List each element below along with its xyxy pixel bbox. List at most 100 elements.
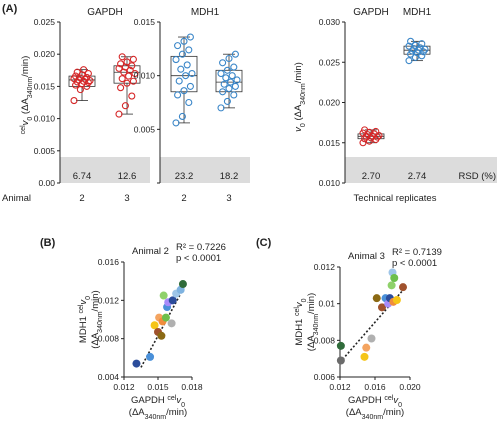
a1-gapdh-animal3-point xyxy=(115,64,123,72)
c-point xyxy=(392,296,401,304)
c-point xyxy=(387,281,396,290)
a1-y-label-part: (ΔA xyxy=(20,98,31,117)
a1-gapdh-xlabel-2: 2 xyxy=(79,193,84,204)
a2-x-axis-title: Technical replicates xyxy=(354,193,437,204)
a1-mdh1-animal2-point xyxy=(183,61,191,69)
a1-gapdh-animal3-point xyxy=(129,55,137,63)
a2-y-label-part: v xyxy=(293,126,304,132)
a2-y-tick-label: 0.015 xyxy=(319,138,341,148)
a1-mdh1-animal3-point xyxy=(222,74,230,82)
a1-y-label-part: cel xyxy=(20,125,27,134)
a1-mdh1-animal2-point xyxy=(185,98,193,107)
a1-gapdh-animal3-point xyxy=(118,53,126,61)
a1-gapdh-xlabel-3: 3 xyxy=(124,193,129,204)
a1-y-label-part: 0 xyxy=(27,117,34,121)
a1-y-label: celv0 (ΔA340nm/min) xyxy=(20,56,34,135)
b-y-tick-label: 0.016 xyxy=(98,257,120,267)
a1-mdh1-animal3-point xyxy=(217,104,225,112)
a1-gapdh-rsd-3: 12.6 xyxy=(118,171,137,182)
a1-gapdh-y-tick-label: 0.00 xyxy=(38,178,55,188)
a1-gapdh-animal3-point xyxy=(115,110,123,118)
a2-mdh1-point xyxy=(418,52,426,60)
b-point xyxy=(157,331,166,340)
a1-y-label-part: 340nm xyxy=(27,77,34,99)
a1-mdh1-animal3-point xyxy=(228,72,236,80)
c-x-label-v: v xyxy=(393,395,399,406)
b-y-label-unit: 340nm xyxy=(97,311,104,333)
b-point xyxy=(150,321,159,330)
a1-mdh1-animal3-point xyxy=(217,69,225,78)
a1-mdh1-animal2-point xyxy=(177,65,185,73)
b-x-tick-label: 0.015 xyxy=(147,382,169,392)
b-y-tick-label: 0.004 xyxy=(98,372,120,382)
b-point xyxy=(132,359,141,368)
a1-gapdh-animal2-point xyxy=(84,69,92,78)
a1-y-label-part: v xyxy=(20,119,31,125)
a2-y-tick-label: 0.030 xyxy=(319,17,341,27)
a2-y-label-part: /min) xyxy=(293,62,304,83)
a1-gapdh-animal3-point xyxy=(121,102,129,110)
a1-gapdh-rsd-2: 6.74 xyxy=(73,171,92,182)
a1-mdh1-rsd-strip xyxy=(160,157,250,183)
a2-mdh1-point xyxy=(407,37,415,45)
a1-mdh1-animal3-point xyxy=(219,88,227,96)
chart-b-scatter: 0.012 0.015 0.018 0.004 0.008 0.012 0.016 Anima… xyxy=(78,242,226,421)
a1-gapdh-title: GAPDH xyxy=(87,7,123,18)
a1-mdh1-xlabel-2: 2 xyxy=(181,193,186,204)
b-y-label-line1: MDH1 celv0 xyxy=(78,296,92,343)
a1-mdh1-animal2-point xyxy=(178,112,186,121)
a1-gapdh-animal2-point xyxy=(76,86,84,94)
a1-gapdh-animal2-point xyxy=(72,72,80,80)
a1-mdh1-y-tick-label: 0.015 xyxy=(134,17,156,27)
c-y-label-line2: (ΔA340nm/min) xyxy=(306,293,320,351)
a1-mdh1-animal3-point xyxy=(231,82,239,90)
b-point xyxy=(178,280,187,289)
c-x-label-cel: cel xyxy=(384,395,393,402)
b-y-label-part: v xyxy=(78,299,89,305)
a1-mdh1-y-tick-label: 0.005 xyxy=(134,124,156,134)
a1-mdh1-animal2-point xyxy=(185,46,193,54)
c-point xyxy=(362,343,371,352)
a2-mdh1-point xyxy=(405,57,413,65)
a2-y-label-part: (ΔA xyxy=(293,104,304,123)
a1-mdh1-animal3-point xyxy=(230,63,238,71)
a1-mdh1-xlabel-3: 3 xyxy=(226,193,231,204)
b-point xyxy=(159,291,168,300)
a2-gapdh-point xyxy=(372,127,380,136)
a1-gapdh-animal2-point xyxy=(73,68,81,76)
b-y-label-part: MDH1 xyxy=(78,314,89,344)
a1-mdh1-animal3-point xyxy=(220,80,228,88)
b-y-label-part: 0 xyxy=(85,296,92,300)
a1-mdh1-animal2-point xyxy=(174,42,182,50)
b-x-tick-label: 0.018 xyxy=(181,382,203,392)
c-y-label-part: 0 xyxy=(301,298,308,302)
a2-mdh1-point xyxy=(411,41,419,49)
a1-mdh1-title: MDH1 xyxy=(191,7,220,18)
c-y-label-part: MDH1 xyxy=(294,316,305,346)
a1-gapdh-animal3-box xyxy=(113,65,141,84)
b-x-label-gene: GAPDH xyxy=(131,395,167,406)
c-point xyxy=(336,341,345,350)
a2-gapdh-point xyxy=(359,139,367,147)
a2-rsd-strip xyxy=(345,157,497,183)
a1-mdh1-animal2-point xyxy=(186,82,194,90)
a2-y-label-part: 0 xyxy=(300,123,307,127)
b-y-label-unit: /min) xyxy=(90,290,101,311)
a1-gapdh-y-tick-label: 0.005 xyxy=(34,146,56,156)
a1-x-axis-title: Animal xyxy=(2,193,31,204)
c-r2: R² = 0.7139 xyxy=(392,247,442,258)
b-x-label-sub0: 0 xyxy=(181,402,185,409)
a2-mdh1-point xyxy=(421,45,429,53)
c-x-label-unit: 340nm xyxy=(362,414,384,421)
a1-mdh1-animal3-point xyxy=(225,54,233,63)
a2-y-label-part: 340nm xyxy=(300,83,307,105)
c-y-tick-label: 0.008 xyxy=(314,335,336,345)
a1-mdh1-animal3-point xyxy=(231,50,239,58)
a1-mdh1-animal3-point xyxy=(233,76,241,84)
a1-mdh1-rsd-2: 23.2 xyxy=(175,171,194,182)
a2-gapdh-point xyxy=(361,126,369,134)
a1-mdh1-animal2-point xyxy=(175,77,183,85)
a1-gapdh-y-tick-label: 0.025 xyxy=(34,17,56,27)
a1-gapdh-animal3-point xyxy=(123,58,131,66)
